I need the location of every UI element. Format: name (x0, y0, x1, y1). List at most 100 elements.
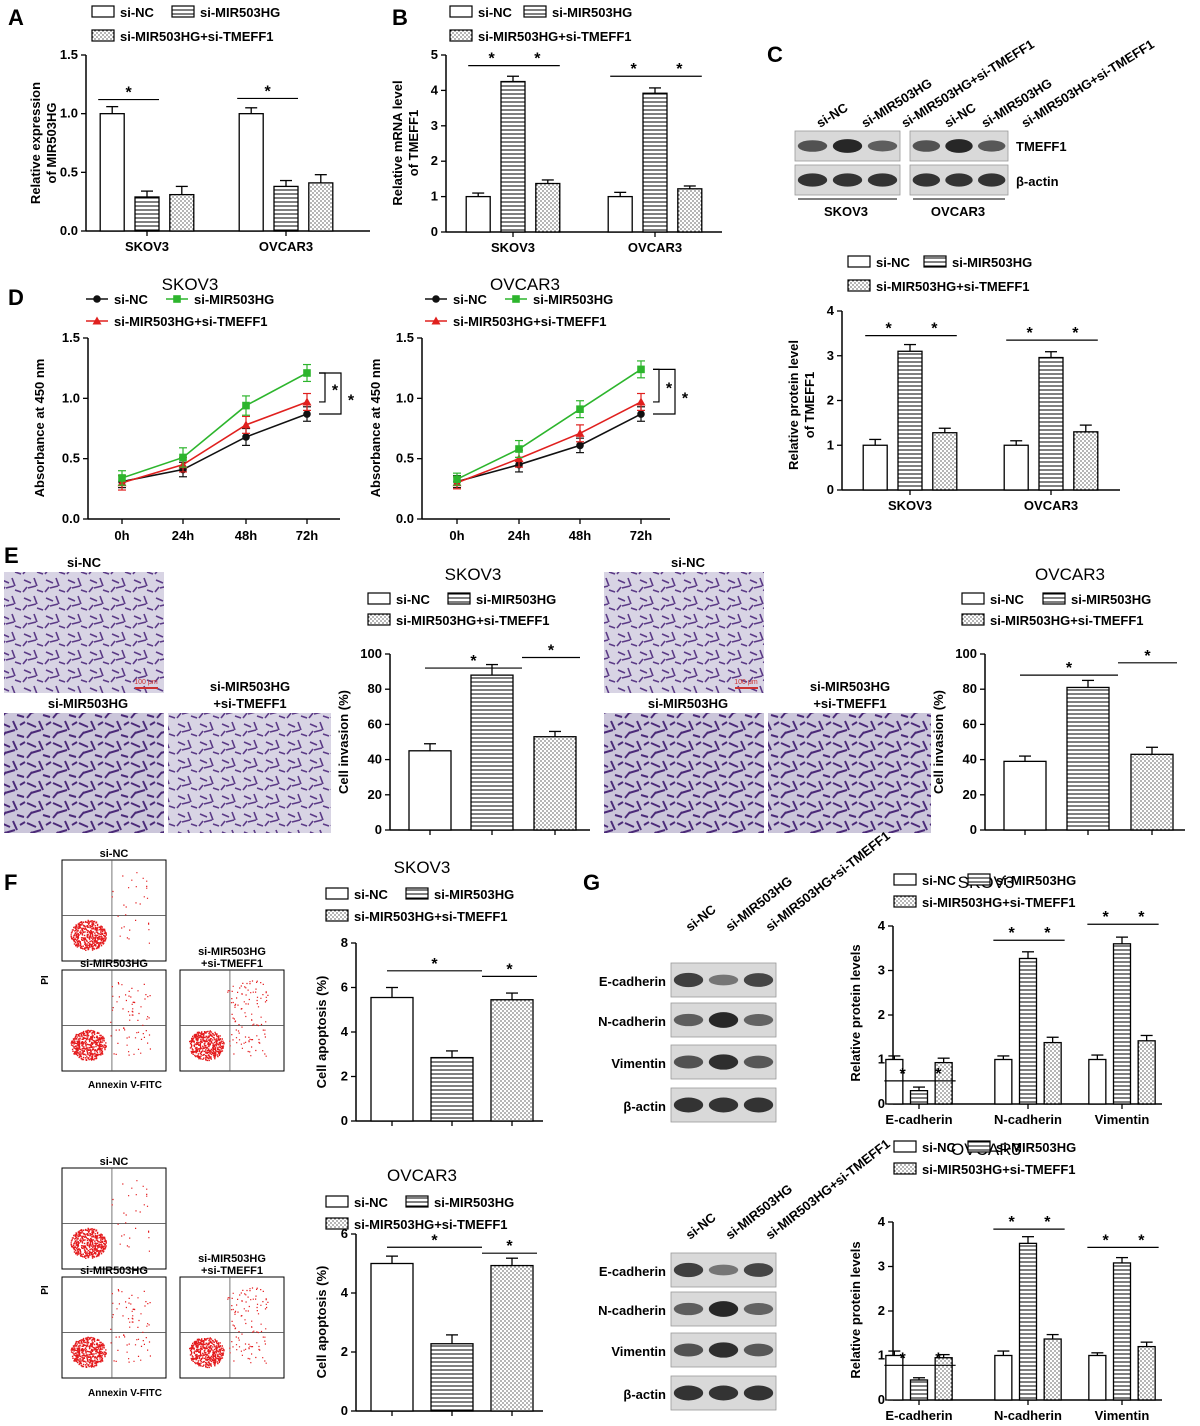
bar (308, 182, 334, 232)
blot-row-label: β-actin (623, 1099, 666, 1114)
x-tick-label: E-cadherin (885, 1112, 952, 1127)
blot-lane-label: si-NC (814, 100, 851, 131)
bar (1003, 760, 1047, 831)
panel-letter-c: C (767, 42, 783, 67)
bar (1038, 356, 1064, 491)
bar (500, 80, 526, 233)
image-label: +si-TMEFF1 (213, 696, 286, 711)
legend-label-nc: si-NC (453, 292, 488, 307)
blot-row-label: N-cadherin (598, 1303, 666, 1318)
y-tick-label: 80 (368, 681, 382, 696)
legend-label-combo: si-MIR503HG+si-TMEFF1 (990, 613, 1144, 628)
blot-lane-label: si-MIR503HG (723, 1181, 795, 1242)
y-axis-label-line: Relative mRNA level (390, 80, 405, 205)
significance-star: * (548, 643, 555, 660)
significance-star: * (534, 51, 541, 68)
legend-label-mir: si-MIR503HG (996, 873, 1076, 888)
bar (1088, 1058, 1107, 1105)
y-tick-label: 2 (878, 1007, 885, 1022)
legend-swatch-combo (893, 1162, 917, 1175)
legend-swatch-combo (961, 613, 985, 626)
significance-star: * (1144, 648, 1151, 665)
y-axis-label: Relative protein levels (848, 944, 863, 1081)
legend-label-combo: si-MIR503HG+si-TMEFF1 (120, 29, 274, 44)
point-marker (576, 441, 584, 450)
legend-label-mir: si-MIR503HG (194, 292, 274, 307)
y-tick-label: 6 (341, 980, 348, 995)
blot-band (743, 1343, 774, 1357)
flow-dots (189, 1287, 269, 1369)
x-tick-label: SKOV3 (125, 239, 169, 254)
bar (99, 113, 125, 232)
legend-swatch-combo (91, 29, 115, 42)
legend-label-nc: si-NC (120, 5, 155, 20)
point-marker (241, 420, 251, 429)
bar (273, 185, 299, 232)
legend-label-combo: si-MIR503HG+si-TMEFF1 (114, 314, 268, 329)
y-tick-label: 3 (878, 1259, 885, 1274)
significance-star: * (431, 1232, 438, 1249)
point-marker (637, 410, 645, 418)
scale-bar-label: 100 μm (734, 679, 758, 686)
legend-label-nc: si-NC (922, 873, 957, 888)
chart-title: OVCAR3 (1035, 565, 1105, 584)
bar (238, 113, 264, 232)
legend-label-mir: si-MIR503HG (952, 255, 1032, 270)
legend-swatch-nc (961, 592, 985, 605)
flow-plot-frame (179, 1276, 285, 1379)
significance-star: * (264, 83, 271, 100)
bar (370, 1262, 414, 1412)
legend-label-mir: si-MIR503HG (1071, 592, 1151, 607)
significance-star: * (506, 961, 513, 978)
blot-lane-label: si-MIR503HG (723, 873, 795, 934)
y-tick-label: 4 (431, 82, 439, 97)
bar (134, 196, 160, 232)
x-tick-label: Vimentin (1095, 1112, 1150, 1127)
invasion-image (4, 713, 164, 833)
legend-label-combo: si-MIR503HG+si-TMEFF1 (922, 895, 1076, 910)
y-tick-label: 0 (970, 822, 977, 837)
significance-star: * (1138, 909, 1145, 926)
image-label: si-NC (67, 555, 102, 570)
blot-lane-label: si-NC (683, 1209, 719, 1242)
chart-E1: 0 20 40 60 80 100 * * (360, 643, 590, 837)
bar (1066, 686, 1110, 831)
point-marker (514, 454, 524, 463)
panel-letter-f: F (4, 870, 17, 895)
y-tick-label: 2 (431, 153, 438, 168)
legend-swatch-mir (171, 5, 195, 18)
y-tick-label: 3 (878, 963, 885, 978)
bar (1137, 1345, 1156, 1401)
legend-label-combo: si-MIR503HG+si-TMEFF1 (453, 314, 607, 329)
blot-band (743, 1014, 774, 1026)
y-tick-label: 20 (368, 787, 382, 802)
y-axis-label: Relative protein levels (848, 1241, 863, 1378)
legend-label-mir: si-MIR503HG (200, 5, 280, 20)
legend-swatch-mir (1042, 592, 1066, 605)
blot-band (977, 173, 1006, 187)
bar (1088, 1354, 1107, 1401)
blot-band (673, 972, 704, 988)
chart-title: OVCAR3 (490, 275, 560, 294)
bar (465, 195, 491, 233)
blot-row-label: E-cadherin (599, 1264, 666, 1279)
blot-band (708, 1301, 739, 1317)
y-tick-label: 1 (431, 189, 438, 204)
y-tick-label: 60 (368, 716, 382, 731)
blot-band (673, 1302, 704, 1316)
x-tick-label: SKOV3 (491, 240, 535, 255)
significance-bracket (319, 372, 342, 415)
legend-d1: si-NC si-MIR503HG si-MIR503HG+si-TMEFF1 (86, 292, 274, 329)
legend-label-mir: si-MIR503HG (434, 1195, 514, 1210)
blot-band (708, 1012, 739, 1028)
significance-star: * (900, 1350, 907, 1367)
y-tick-label: 0.5 (396, 451, 414, 466)
bar (408, 750, 452, 831)
y-tick-label: 0 (431, 224, 438, 239)
y-tick-label: 1.0 (396, 390, 414, 405)
bar (430, 1056, 474, 1122)
panel-letter-g: G (583, 870, 600, 895)
bar (994, 1354, 1013, 1401)
flow-plot-label: si-MIR503HG (80, 1265, 148, 1277)
blot-row-label: E-cadherin (599, 974, 666, 989)
